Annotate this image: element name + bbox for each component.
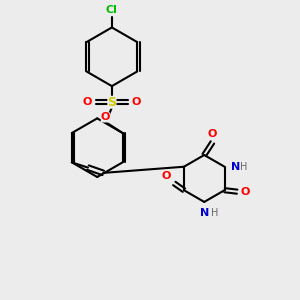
Text: O: O xyxy=(240,187,250,197)
Text: N: N xyxy=(231,162,240,172)
Text: O: O xyxy=(101,112,110,122)
Text: H: H xyxy=(240,162,247,172)
Text: N: N xyxy=(200,208,209,218)
Text: Cl: Cl xyxy=(106,5,118,15)
Text: S: S xyxy=(107,96,116,109)
Text: O: O xyxy=(208,130,217,140)
Text: O: O xyxy=(131,97,141,107)
Text: O: O xyxy=(83,97,92,107)
Text: H: H xyxy=(211,208,218,218)
Text: O: O xyxy=(162,170,171,181)
